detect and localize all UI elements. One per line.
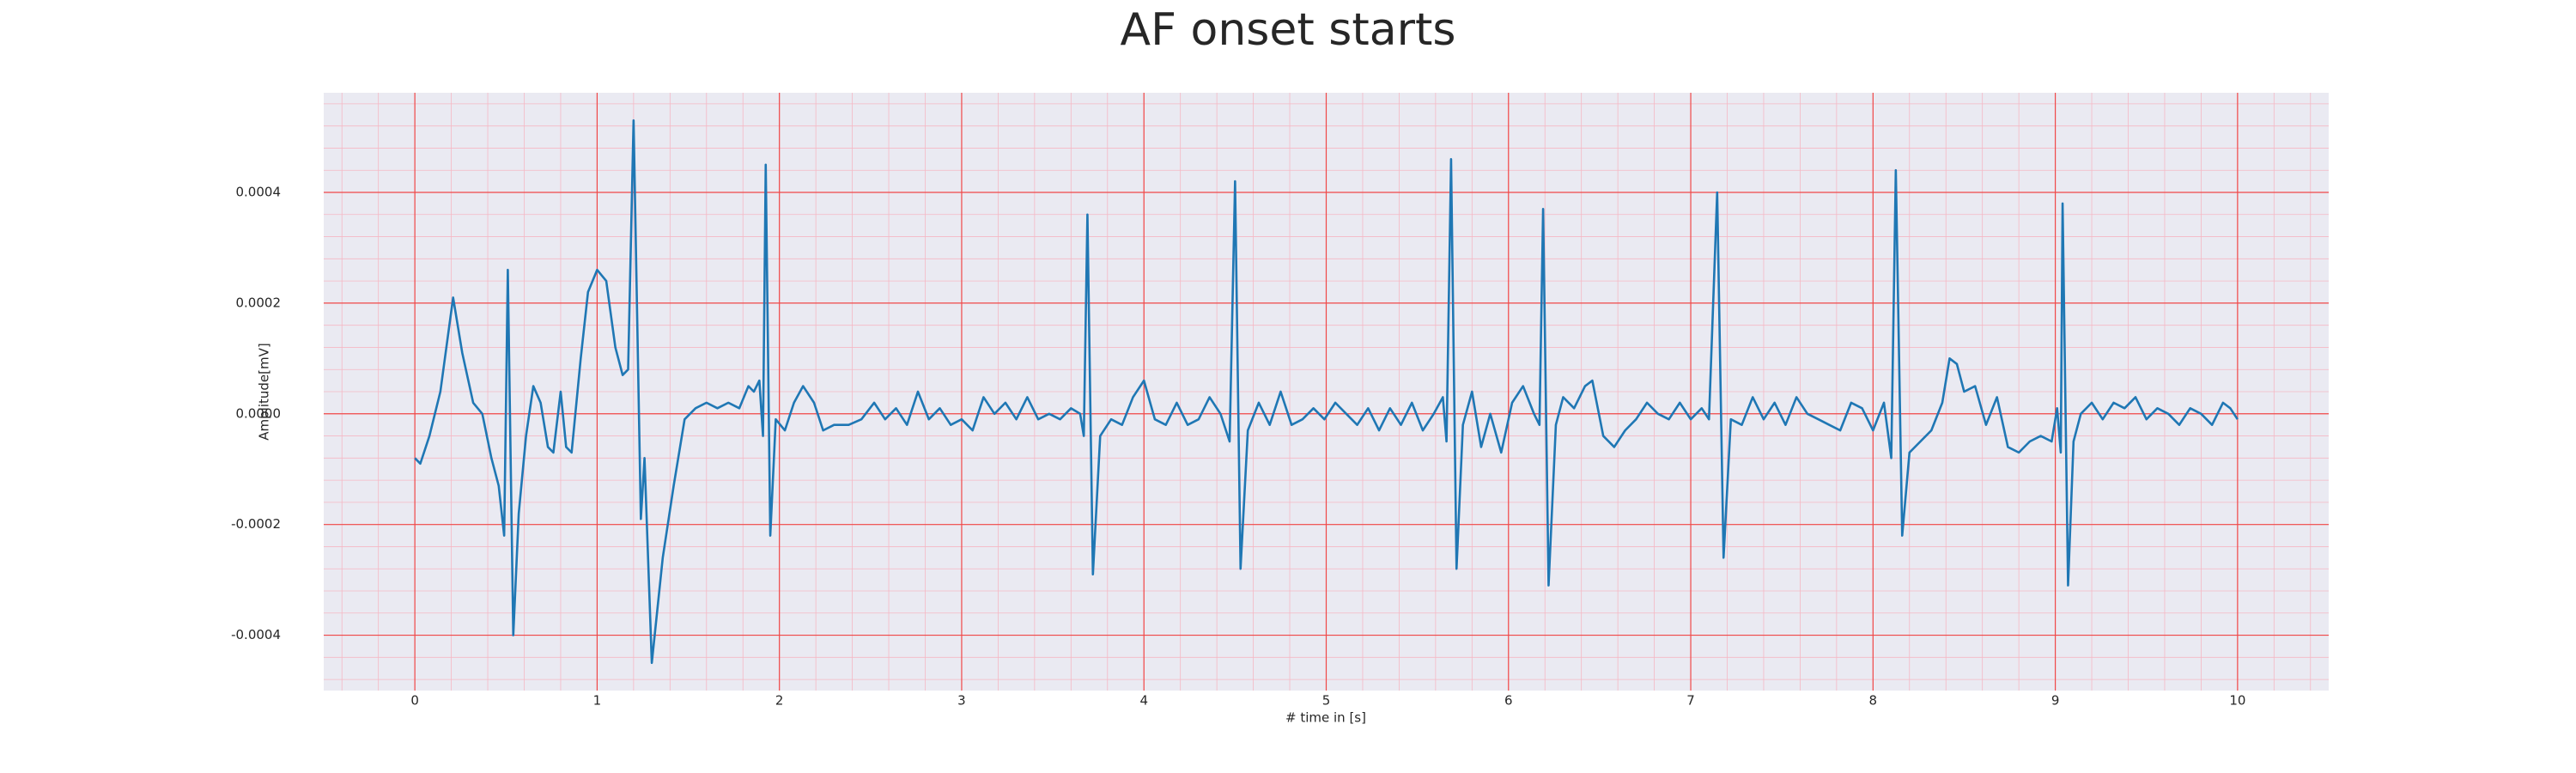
chart-title: AF onset starts [1121, 4, 1456, 56]
x-tick-label: 1 [593, 693, 602, 709]
y-tick-label: 0.0000 [236, 405, 282, 421]
x-axis-label: # time in [s] [1285, 710, 1366, 726]
x-tick-label: 5 [1322, 693, 1331, 709]
y-tick-label: 0.0002 [236, 295, 282, 310]
x-tick-label: 9 [2051, 693, 2060, 709]
y-tick-label: -0.0004 [231, 627, 281, 642]
x-tick-label: 4 [1139, 693, 1148, 709]
x-tick-label: 10 [2229, 693, 2245, 709]
ecg-line [414, 119, 2239, 665]
x-tick-label: 7 [1686, 693, 1695, 709]
x-tick-label: 8 [1869, 693, 1878, 709]
y-tick-label: 0.0004 [236, 185, 282, 200]
x-tick-label: 0 [410, 693, 419, 709]
x-tick-label: 3 [957, 693, 966, 709]
y-tick-label: -0.0002 [231, 516, 281, 532]
y-axis-label: Amplitude[mV] [257, 343, 272, 440]
x-tick-label: 2 [775, 693, 784, 709]
x-tick-label: 6 [1504, 693, 1513, 709]
